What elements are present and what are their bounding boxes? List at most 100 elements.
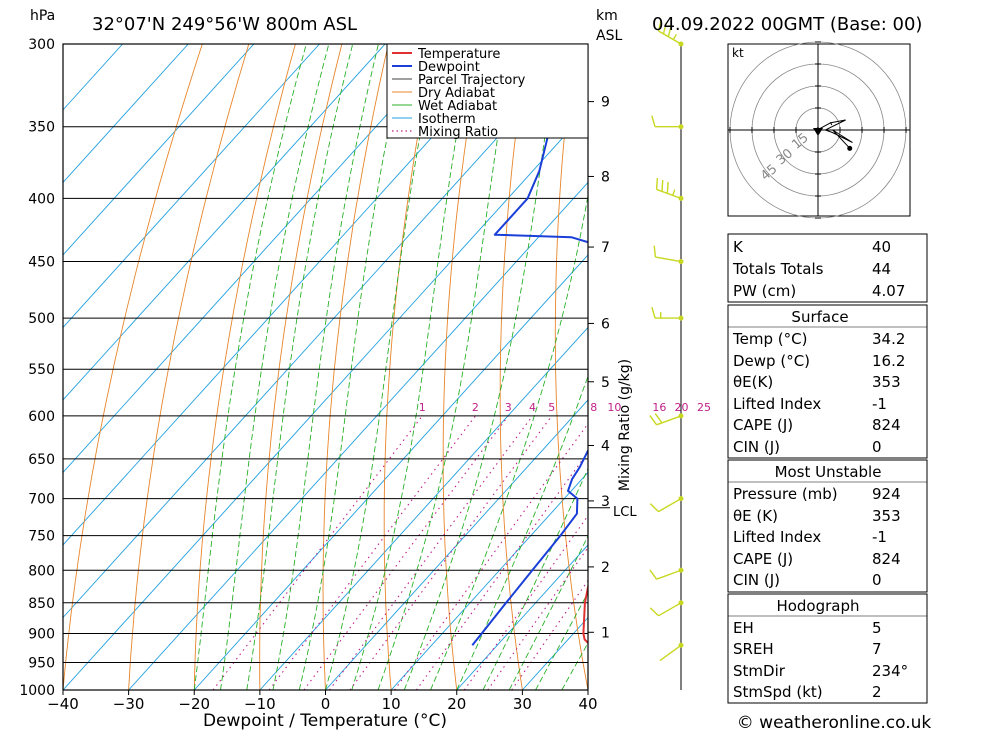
pressure-tick-label: 700	[28, 492, 55, 508]
table-value-mu-li: -1	[872, 528, 887, 546]
table-label-stmspd: StmSpd (kt)	[733, 683, 823, 701]
dry-adiabat-line	[193, 44, 296, 690]
pressure-tick-label: 550	[28, 362, 55, 378]
legend-label-isotherm: Isotherm	[418, 112, 476, 127]
wind-level-dot	[678, 496, 684, 502]
legend-label-wet-adiabat: Wet Adiabat	[418, 99, 497, 114]
wind-barb-staff	[655, 256, 682, 263]
mixing-ratio-tick-label: 25	[697, 401, 711, 414]
wind-barb-staff	[659, 644, 682, 662]
wind-level-dot	[678, 413, 684, 419]
table-label-surface-cin: CIN (J)	[733, 438, 780, 456]
isobars: 300 350 400 450 500 550 600 650 700 750 800 850 900 9…	[19, 37, 588, 699]
wet-adiabat-line	[508, 535, 588, 690]
wet-adiabat-line	[298, 44, 407, 690]
table-label-eh: EH	[733, 619, 754, 637]
legend: Temperature Dewpoint Parcel Trajectory D…	[386, 43, 589, 140]
pressure-tick-label: 650	[28, 452, 55, 468]
pressure-tick-label: 450	[28, 255, 55, 271]
table-value-eh: 5	[872, 619, 882, 637]
table-label-surface-cape: CAPE (J)	[733, 416, 793, 434]
temperature-tick-label: −30	[113, 695, 145, 713]
table-header-surface: Surface	[791, 308, 848, 326]
wind-barb-feather	[666, 181, 669, 194]
table-value-surface-dewp: 16.2	[872, 352, 905, 370]
table-label-surface-li: Lifted Index	[733, 395, 821, 413]
isotherm-line	[259, 326, 588, 690]
table-header-most-unstable: Most Unstable	[775, 463, 882, 481]
axes: 12345810162025−40−30−20−1001020304012345…	[47, 95, 711, 713]
wind-barb-feather	[651, 306, 656, 319]
temperature-tick-label: 20	[447, 695, 466, 713]
x-axis-label: Dewpoint / Temperature (°C)	[203, 711, 447, 731]
pressure-tick-label: 900	[28, 626, 55, 642]
height-tick-label: 4	[601, 438, 610, 454]
plot-frame	[62, 43, 589, 691]
mixing-ratio-line	[511, 579, 588, 690]
isotherm-line	[63, 44, 255, 256]
temperature-tick-label: 10	[382, 695, 401, 713]
isotherm-line	[63, 109, 588, 690]
wind-level-dot	[678, 567, 684, 573]
wind-level-dot	[678, 259, 684, 265]
legend-box	[386, 43, 589, 139]
legend-label-mixing-ratio: Mixing Ratio	[418, 125, 498, 140]
table-value-mu-thetae: 353	[872, 507, 901, 525]
table-value-k: 40	[872, 238, 891, 256]
pressure-tick-label: 300	[28, 37, 55, 53]
wind-barb-feather	[661, 179, 664, 192]
dry-adiabat-line	[128, 44, 250, 690]
pressure-unit-label: hPa	[30, 8, 55, 24]
table-box-hodograph	[727, 593, 928, 704]
isotherm-line	[63, 44, 452, 474]
temperature-tick-label: −10	[244, 695, 276, 713]
pressure-tick-label: 350	[28, 120, 55, 136]
wind-barb-half-feather	[672, 189, 676, 196]
wind-barb-feather	[649, 569, 658, 580]
isotherm-line	[128, 181, 588, 690]
hodograph-top-dot	[847, 145, 853, 151]
table-value-stmspd: 2	[872, 683, 882, 701]
wind-barb-feather	[649, 607, 659, 617]
table-value-mu-cin: 0	[872, 571, 882, 589]
mixing-ratio-line	[268, 415, 476, 690]
wind-level-dot	[678, 41, 684, 47]
location-title: 32°07'N 249°56'W 800m ASL	[92, 14, 357, 35]
table-header-hodograph: Hodograph	[776, 597, 859, 615]
mixing-ratio-tick-label: 4	[529, 401, 536, 414]
isotherm-line	[63, 44, 189, 184]
pressure-tick-label: 400	[28, 191, 55, 207]
wet-adiabat-line	[193, 44, 307, 690]
pressure-tick-label: 1000	[19, 683, 55, 699]
wind-barb-staff	[658, 602, 682, 617]
mixing-ratio-tick-label: 10	[607, 401, 621, 414]
table-label-surface-dewp: Dewp (°C)	[733, 352, 810, 370]
table-box-indices	[727, 233, 928, 303]
wind-barb-staff	[658, 498, 682, 513]
table-label-mu-cape: CAPE (J)	[733, 550, 793, 568]
table-label-mu-li: Lifted Index	[733, 528, 821, 546]
isotherm-line	[193, 254, 588, 690]
isotherm-line	[63, 44, 517, 546]
dry-adiabat-line	[661, 44, 720, 690]
wind-barb-feather	[654, 413, 663, 424]
wind-barb-feather	[667, 25, 672, 37]
height-tick-label: 6	[601, 316, 610, 332]
wind-barb-half-feather	[672, 34, 677, 40]
table-value-surface-thetae: 353	[872, 373, 901, 391]
table-label-surface-thetae: θE(K)	[733, 373, 773, 391]
mixing-ratio-tick-label: 3	[505, 401, 512, 414]
wind-level-dot	[678, 315, 684, 321]
pressure-tick-label: 800	[28, 563, 55, 579]
wind-barb-feather	[657, 19, 662, 32]
credit-text: © weatheronline.co.uk	[737, 713, 932, 733]
mixing-ratio-line	[329, 415, 533, 690]
hodograph-trace	[820, 119, 853, 149]
mixing-ratio-tick-label: 5	[548, 401, 555, 414]
table-value-surface-cape: 824	[872, 416, 901, 434]
wind-barb-feather	[655, 178, 659, 190]
wind-barb-feather	[649, 503, 659, 513]
wet-adiabat-line	[351, 44, 474, 690]
wind-barb-staff	[658, 30, 682, 45]
table-label-surface-temp: Temp (°C)	[732, 330, 807, 348]
